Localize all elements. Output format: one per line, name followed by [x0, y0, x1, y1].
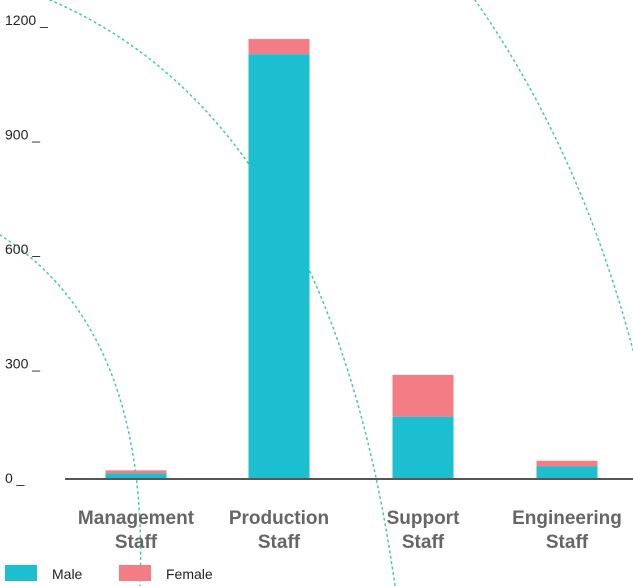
dotted-arc-2	[0, 234, 142, 586]
legend: Male Female	[5, 565, 213, 582]
bar-female-production-staff	[248, 39, 310, 55]
category-label: Staff	[402, 532, 445, 553]
bar-male-management-staff	[105, 473, 167, 478]
legend-swatch-female	[119, 565, 151, 581]
dotted-arc-3	[474, 0, 633, 351]
bar-male-engineering-staff	[536, 466, 598, 478]
y-axis-ticks: 0 _ 300 _ 600 _ 900 _ 1200 _	[5, 12, 48, 486]
legend-label-female: Female	[166, 566, 213, 582]
bar-female-support-staff	[392, 374, 454, 417]
category-label: Engineering	[512, 508, 622, 529]
y-tick-label: 600 _	[5, 241, 40, 257]
bar-female-management-staff	[105, 470, 167, 474]
category-label: Staff	[258, 532, 301, 553]
legend-swatch-male	[5, 565, 37, 581]
y-tick-label: 900 _	[5, 127, 40, 143]
dotted-arc-1	[49, 0, 396, 586]
category-label: Staff	[546, 532, 589, 553]
category-label: Support	[387, 508, 460, 529]
bar-female-engineering-staff	[536, 460, 598, 467]
category-labels: Management Staff Production Staff Support Sta…	[78, 508, 622, 553]
bars-group	[105, 39, 598, 478]
bar-male-support-staff	[392, 416, 454, 478]
y-tick-label: 1200 _	[5, 12, 48, 28]
category-label: Staff	[115, 532, 158, 553]
y-tick-label: 300 _	[5, 356, 40, 372]
category-label: Production	[229, 508, 329, 529]
bar-male-production-staff	[248, 54, 310, 478]
legend-label-male: Male	[52, 566, 83, 582]
category-label: Management	[78, 508, 195, 529]
y-tick-label: 0 _	[5, 470, 25, 486]
